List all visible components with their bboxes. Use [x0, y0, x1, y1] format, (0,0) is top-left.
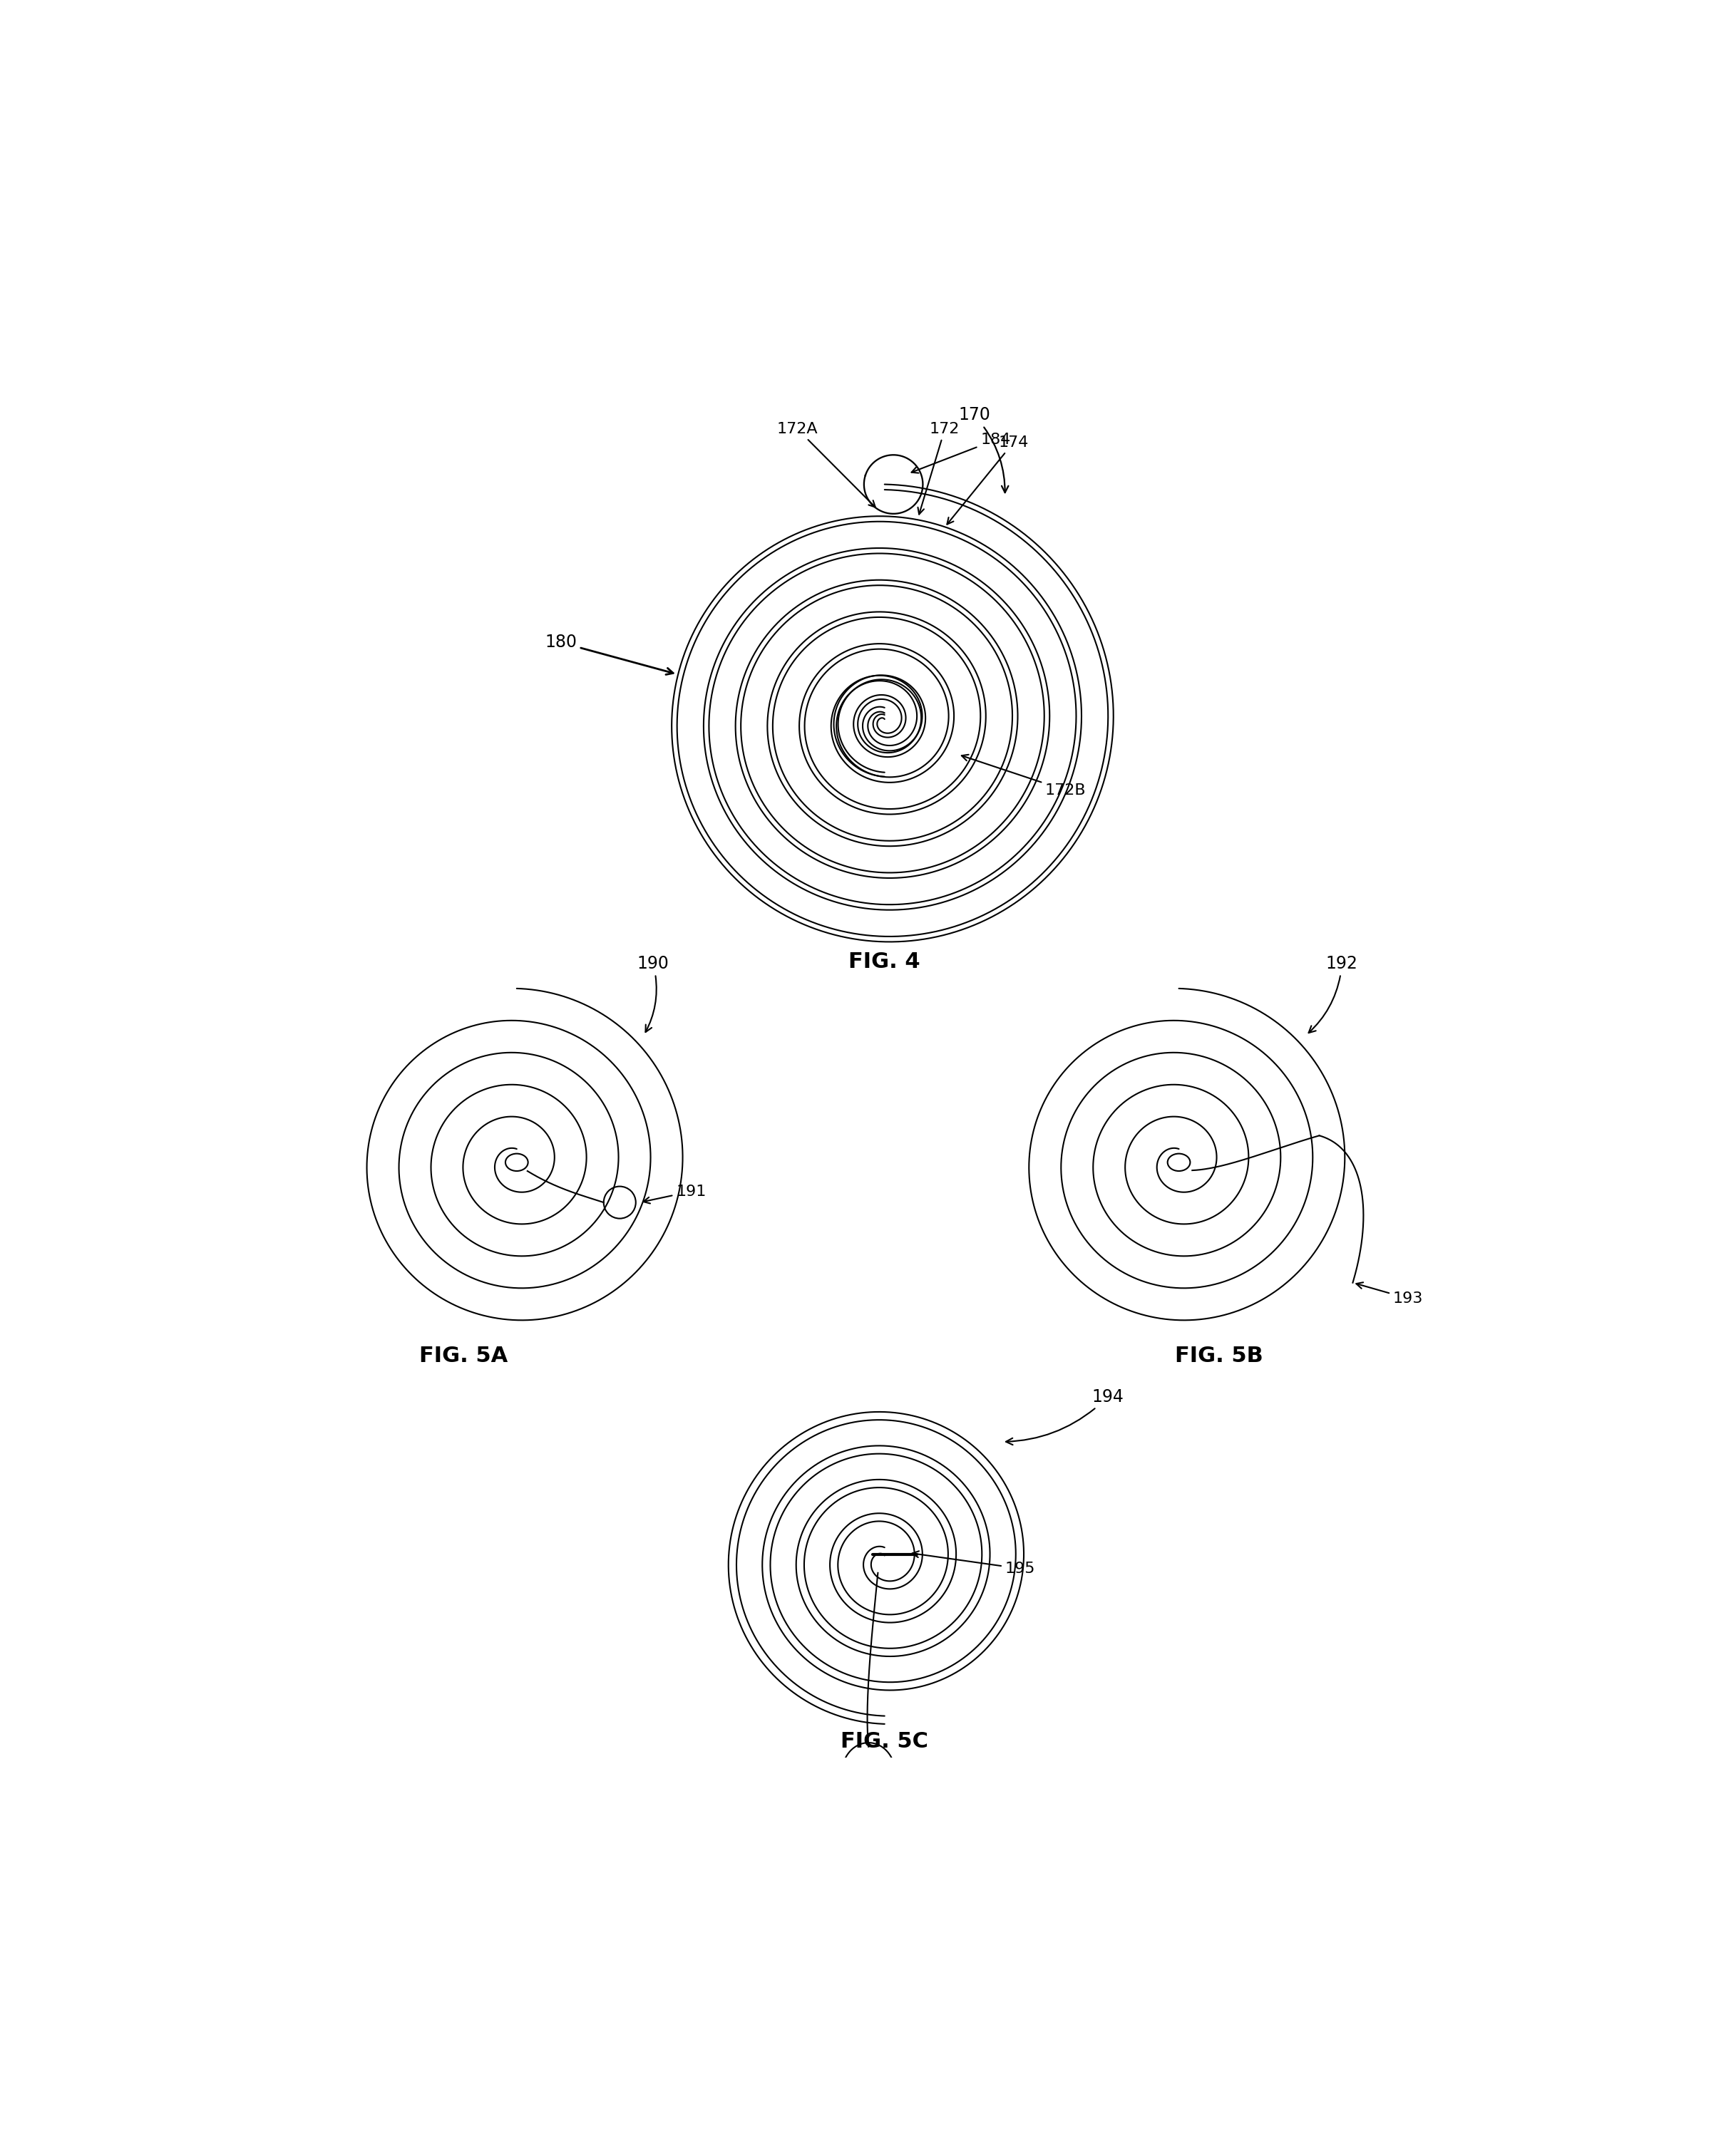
Text: 180: 180 [545, 634, 673, 675]
Text: 194: 194 [1006, 1388, 1124, 1445]
Text: 172: 172 [918, 423, 960, 515]
Text: FIG. 4: FIG. 4 [849, 951, 920, 972]
Text: 174: 174 [948, 436, 1029, 524]
Text: 170: 170 [958, 407, 1008, 492]
Text: 193: 193 [1357, 1283, 1424, 1307]
Text: 192: 192 [1308, 955, 1358, 1033]
Text: 172B: 172B [961, 755, 1086, 798]
Text: 195: 195 [913, 1550, 1036, 1576]
Text: FIG. 5B: FIG. 5B [1175, 1345, 1263, 1367]
Text: FIG. 5C: FIG. 5C [841, 1731, 929, 1751]
Text: FIG. 5A: FIG. 5A [419, 1345, 507, 1367]
Text: 190: 190 [637, 955, 670, 1033]
Text: 172A: 172A [777, 423, 875, 507]
Text: 184: 184 [911, 433, 1010, 472]
Text: 191: 191 [644, 1184, 706, 1203]
